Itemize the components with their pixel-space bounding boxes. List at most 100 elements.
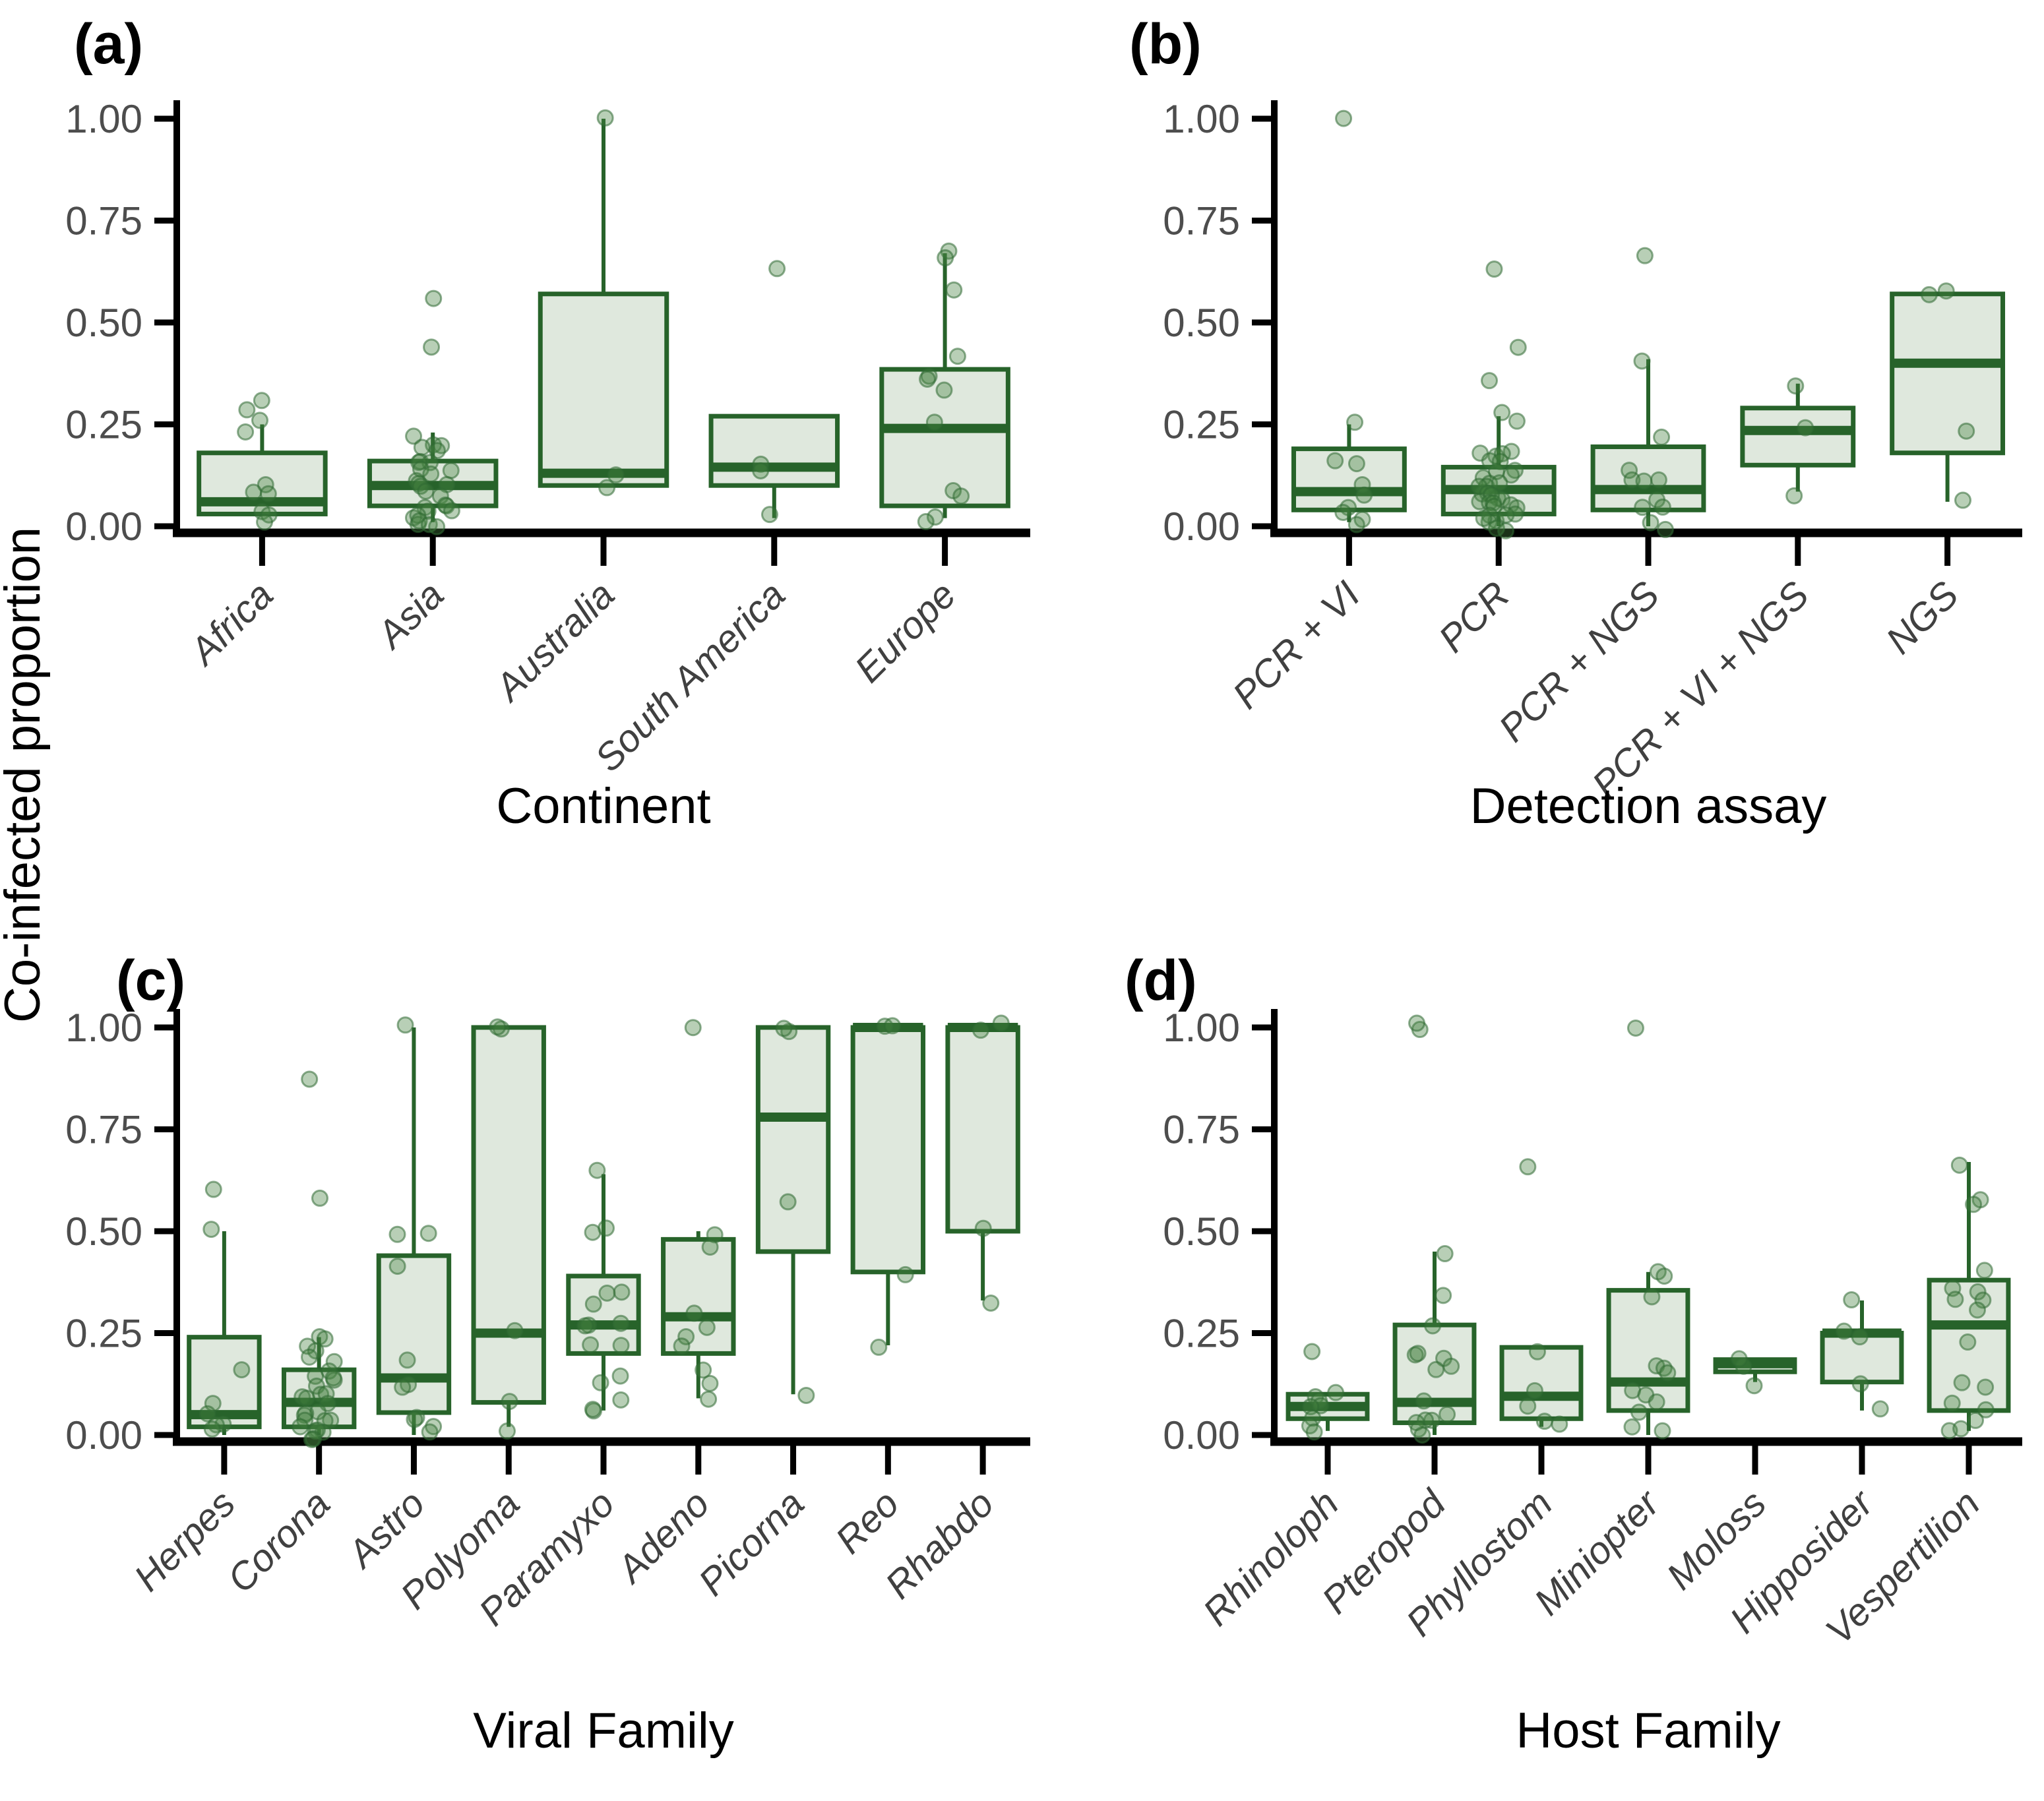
jitter-point (945, 281, 963, 299)
jitter-point (237, 423, 255, 441)
jitter-point (298, 1389, 316, 1407)
x-tick-label: NGS (1878, 573, 1967, 662)
jitter-point (1347, 516, 1365, 534)
box-group-ngs: NGS (1878, 282, 2006, 662)
y-tick-label: 0.00 (1163, 1413, 1240, 1457)
jitter-point (948, 348, 966, 365)
jitter-point (292, 1418, 309, 1436)
jitter-point (1634, 499, 1652, 516)
jitter-point (611, 1367, 629, 1385)
jitter-point (695, 1361, 712, 1379)
iqr-box (945, 1025, 1020, 1234)
y-tick-label: 1.00 (1163, 1006, 1240, 1050)
jitter-point (1654, 498, 1671, 516)
panel-label: (a) (74, 13, 143, 76)
jitter-point (1656, 1267, 1673, 1285)
jitter-point (398, 1351, 416, 1369)
jitter-point (779, 1193, 797, 1211)
jitter-point (937, 249, 954, 266)
jitter-point (1497, 522, 1515, 539)
jitter-point (1346, 413, 1364, 431)
iqr-box (1291, 446, 1407, 512)
jitter-point (588, 1161, 606, 1179)
jitter-point (428, 518, 446, 535)
iqr-box (879, 367, 1010, 508)
jitter-point (1975, 1262, 1993, 1279)
jitter-point (498, 1422, 516, 1440)
jitter-point (1952, 1420, 1970, 1438)
x-axis-title: Host Family (1516, 1703, 1780, 1759)
jitter-point (202, 1221, 220, 1238)
jitter-point (199, 1405, 216, 1422)
iqr-box (708, 413, 840, 488)
jitter-point (1509, 338, 1527, 356)
jitter-point (974, 1219, 992, 1237)
iqr-box (1740, 406, 1856, 468)
box-group-pteropod: Pteropod (1314, 1014, 1477, 1622)
jitter-point (303, 1430, 321, 1448)
jitter-point (1347, 455, 1365, 473)
jitter-point (612, 1391, 630, 1409)
jitter-point (926, 508, 944, 526)
jitter-point (1797, 419, 1814, 437)
box-group-australia: Australia (486, 109, 669, 710)
jitter-point (1636, 247, 1654, 264)
jitter-point (1954, 491, 1972, 509)
jitter-point (307, 1342, 325, 1360)
jitter-point (1958, 422, 1975, 440)
y-tick-label: 0.50 (1163, 301, 1240, 345)
jitter-point (301, 1070, 319, 1088)
box-group-vespertilion: Vespertilion (1817, 1156, 2011, 1653)
jitter-point (417, 482, 435, 500)
iqr-box (755, 1025, 831, 1254)
box-group-herpes: Herpes (126, 1180, 262, 1599)
jitter-point (203, 1420, 221, 1438)
jitter-point (421, 1423, 439, 1441)
jitter-point (992, 1014, 1010, 1032)
jitter-point (1950, 1156, 1968, 1174)
jitter-point (972, 1022, 989, 1039)
y-axis-title: Co-infected proportion (0, 527, 51, 1023)
jitter-point (1623, 1418, 1641, 1436)
jitter-point (1485, 260, 1503, 278)
box-group-asia: Asia (367, 290, 499, 657)
jitter-point (1305, 1423, 1323, 1441)
jitter-point (1946, 1291, 1964, 1308)
y-tick-label: 0.75 (1163, 1108, 1240, 1152)
jitter-point (406, 1411, 423, 1428)
jitter-point (1648, 1393, 1665, 1411)
jitter-point (422, 465, 440, 483)
jitter-point (1953, 1374, 1971, 1391)
jitter-point (612, 1337, 630, 1355)
jitter-point (1787, 377, 1805, 395)
jitter-point (1508, 412, 1526, 430)
y-tick-label: 0.25 (1163, 1312, 1240, 1356)
jitter-point (1551, 1415, 1568, 1433)
jitter-point (596, 109, 614, 127)
jitter-point (1481, 372, 1499, 390)
jitter-point (1656, 520, 1674, 538)
jitter-point (259, 485, 277, 503)
x-tick-label: Rhabdo (877, 1482, 1003, 1607)
jitter-point (870, 1338, 888, 1356)
jitter-point (316, 1330, 334, 1348)
y-tick-label: 0.50 (65, 301, 142, 345)
jitter-point (233, 1361, 251, 1379)
jitter-point (700, 1390, 718, 1408)
jitter-point (245, 483, 263, 501)
jitter-point (394, 1378, 412, 1396)
jitter-point (311, 1189, 328, 1207)
jitter-point (1327, 1384, 1345, 1401)
jitter-point (1435, 1287, 1452, 1304)
iqr-box (1820, 1331, 1904, 1385)
jitter-point (1415, 1392, 1433, 1410)
jitter-point (1959, 1333, 1977, 1351)
y-tick-label: 1.00 (65, 1006, 142, 1050)
jitter-point (1843, 1291, 1861, 1308)
jitter-point (917, 513, 935, 531)
jitter-point (251, 412, 268, 429)
jitter-point (768, 260, 786, 278)
